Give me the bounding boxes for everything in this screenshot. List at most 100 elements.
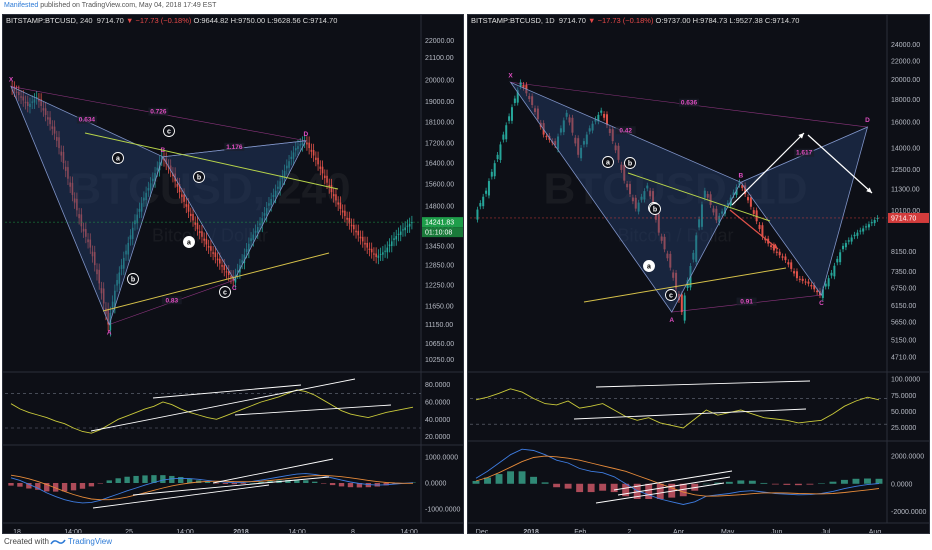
candle-body bbox=[136, 214, 138, 224]
candle-body bbox=[758, 224, 761, 229]
symbol-label[interactable]: BITSTAMP:BTCUSD bbox=[6, 16, 76, 25]
x-tick-label: 2018 bbox=[523, 529, 539, 534]
macd-histogram-bar bbox=[35, 483, 41, 490]
candle-body bbox=[185, 204, 188, 207]
candle-body bbox=[411, 222, 413, 224]
price-label: 9714.70 bbox=[96, 16, 124, 25]
candle-body bbox=[297, 146, 299, 149]
wave-label-circle bbox=[665, 289, 677, 301]
candle-body bbox=[726, 203, 729, 206]
y-tick-label: 24000.00 bbox=[891, 42, 920, 49]
candle-body bbox=[64, 166, 67, 171]
candle-body bbox=[577, 138, 580, 155]
candle-body bbox=[487, 181, 490, 196]
macd-histogram-bar bbox=[285, 479, 291, 483]
candle-body bbox=[373, 253, 375, 255]
macd-histogram-bar bbox=[852, 478, 860, 484]
candle-body bbox=[712, 208, 715, 213]
candle-body bbox=[850, 237, 853, 242]
candle-body bbox=[859, 230, 862, 232]
candle-body bbox=[865, 226, 868, 228]
candle-body bbox=[76, 198, 78, 211]
candle-body bbox=[283, 170, 286, 179]
y-tick-label: 6150.00 bbox=[891, 303, 916, 310]
candle-body bbox=[245, 249, 248, 253]
candle-body bbox=[649, 190, 652, 197]
macd-tick-label: -1000.0000 bbox=[425, 507, 461, 514]
candle-body bbox=[605, 114, 608, 126]
wave-label-circle bbox=[602, 156, 614, 168]
macd-histogram-bar bbox=[599, 483, 607, 491]
ratio-label: 0.91 bbox=[740, 299, 753, 306]
y-tick-label: 16400.00 bbox=[425, 161, 454, 168]
candle-body bbox=[775, 251, 778, 253]
author-link[interactable]: Manifested bbox=[4, 2, 39, 9]
macd-histogram-bar bbox=[204, 481, 211, 483]
wave-label-circle bbox=[127, 273, 139, 285]
candle-body bbox=[393, 238, 395, 240]
rsi-tick-label: 25.0000 bbox=[891, 425, 916, 432]
macd-histogram-bar bbox=[864, 478, 871, 484]
x-tick-label: 2018 bbox=[233, 529, 249, 534]
candle-body bbox=[196, 222, 199, 230]
y-tick-label: 11150.00 bbox=[425, 322, 453, 329]
current-price-text: 14241.83 bbox=[425, 220, 454, 227]
countdown-text: 01:10:08 bbox=[425, 230, 452, 237]
candle-body bbox=[319, 166, 322, 169]
wave-label: a bbox=[116, 156, 120, 163]
candle-body bbox=[281, 176, 284, 179]
chart-panel-right[interactable]: BITSTAMP:BTCUSD, 1D 9714.70 ▼ −17.73 (−0… bbox=[467, 14, 930, 534]
y-tick-label: 20000.00 bbox=[891, 77, 920, 84]
candle-body bbox=[216, 258, 219, 261]
candle-body bbox=[348, 217, 351, 224]
candle-body bbox=[203, 238, 205, 241]
candle-body bbox=[324, 175, 326, 179]
symbol-label[interactable]: BITSTAMP:BTCUSD bbox=[471, 16, 541, 25]
candle-body bbox=[744, 185, 747, 195]
open-label: O:9737.00 bbox=[655, 16, 691, 25]
candle-body bbox=[214, 252, 217, 258]
ratio-label-bg bbox=[224, 142, 245, 151]
watermark-subtext: Bitcoin / Dollar bbox=[617, 226, 733, 246]
candle-body bbox=[44, 108, 47, 115]
candle-body bbox=[379, 253, 382, 255]
pattern-point-label: A bbox=[107, 329, 112, 336]
pattern-point-label: D bbox=[303, 131, 308, 138]
close-label: C:9714.70 bbox=[302, 16, 338, 25]
macd-histogram-bar bbox=[633, 483, 641, 499]
macd-histogram-bar bbox=[329, 483, 336, 486]
macd-histogram-bar bbox=[17, 483, 23, 487]
chart-svg-left[interactable]: BTCUSD, 240 Bitcoin / Dollar 22000.00 21100… bbox=[3, 15, 464, 534]
candle-body bbox=[58, 137, 60, 149]
candle-body bbox=[341, 210, 344, 213]
candle-body bbox=[536, 108, 539, 120]
candle-body bbox=[330, 185, 333, 193]
candle-body bbox=[290, 156, 293, 160]
candle-body bbox=[397, 233, 400, 235]
interval-label[interactable]: 240 bbox=[80, 16, 93, 25]
footer: Created with TradingView bbox=[0, 534, 932, 550]
candle-body bbox=[505, 125, 508, 140]
candle-body bbox=[312, 150, 315, 156]
candle-body bbox=[60, 151, 63, 156]
y-tick-label: 12250.00 bbox=[425, 283, 454, 290]
candle-body bbox=[210, 246, 212, 251]
candle-body bbox=[568, 117, 571, 123]
candle-body bbox=[11, 87, 13, 89]
candle-body bbox=[93, 252, 96, 266]
candle-body bbox=[408, 223, 411, 227]
macd-histogram-bar bbox=[783, 483, 791, 485]
chart-panel-left[interactable]: BITSTAMP:BTCUSD, 240 9714.70 ▼ −17.73 (−… bbox=[2, 14, 464, 534]
candle-body bbox=[384, 250, 386, 252]
candle-body bbox=[545, 135, 548, 138]
candle-body bbox=[279, 181, 281, 190]
macd-histogram-bar bbox=[702, 483, 710, 485]
candle-body bbox=[382, 252, 384, 255]
candle-body bbox=[147, 188, 150, 191]
candle-body bbox=[672, 272, 675, 278]
candle-body bbox=[116, 280, 118, 286]
tradingview-link[interactable]: TradingView bbox=[68, 537, 113, 546]
candle-body bbox=[531, 96, 534, 105]
interval-label[interactable]: 1D bbox=[545, 16, 555, 25]
